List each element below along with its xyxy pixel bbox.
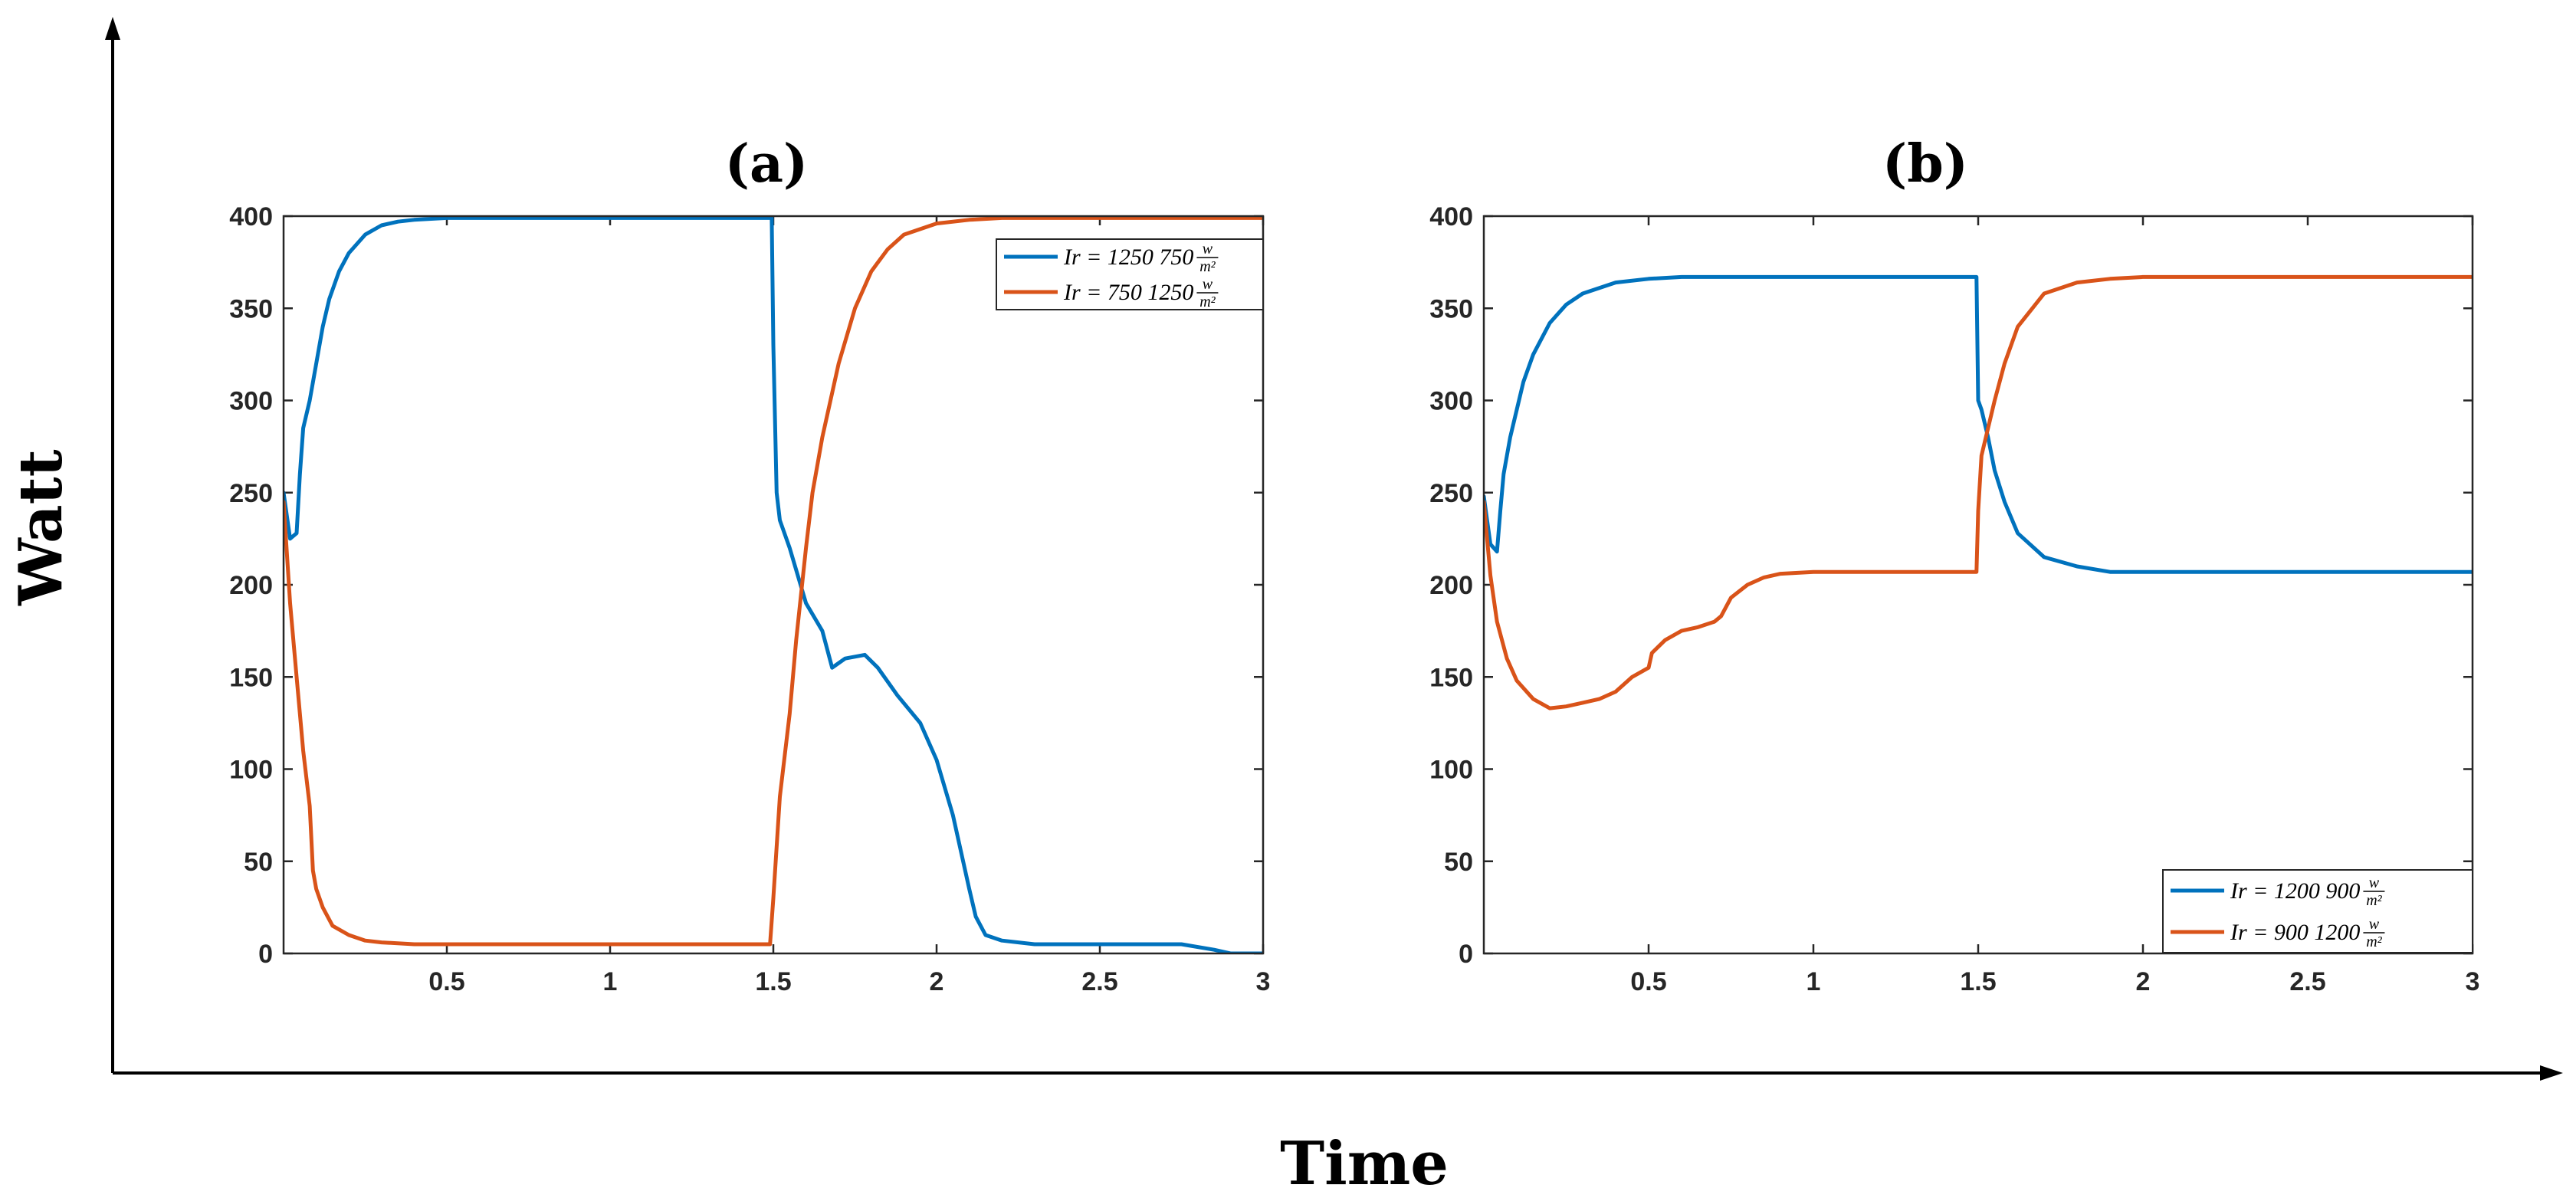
panel-a-axes-box <box>282 215 1265 955</box>
panel-b-ytick-label-3: 150 <box>1429 663 1473 692</box>
figure-ylabel: Watt <box>6 449 76 605</box>
panel-a-ticks: 0 50 100 150 200 250 300 350 400 0.5 1 1.5 2 2.5 3 <box>229 202 1270 996</box>
panel-a-legend-unit-den-1: m² <box>1199 294 1216 310</box>
panel-b-xtick-label-3: 2 <box>2136 967 2151 996</box>
panel-b-axes-box <box>1482 215 2474 955</box>
panel-b-ytick-label-6: 300 <box>1429 387 1473 416</box>
outer-x-arrow <box>113 1065 2563 1081</box>
panel-a-ytick-label-3: 150 <box>229 663 273 692</box>
panel-b-legend-unit-num-0: w <box>2369 874 2380 891</box>
panel-a-series-0-line <box>284 216 1263 953</box>
panel-a-ytick-label-5: 250 <box>229 479 273 508</box>
panel-b-legend-unit-num-1: w <box>2369 916 2380 933</box>
panel-a-ytick-label-7: 350 <box>229 294 273 323</box>
panel-a-legend-label-0: Ir = 1250 750 <box>1063 244 1193 270</box>
panel-b-series <box>1484 274 2473 710</box>
panel-b-ytick-label-2: 100 <box>1429 756 1473 785</box>
panel-b-xtick-label-0: 0.5 <box>1630 967 1666 996</box>
panel-a-legend-box <box>996 238 1264 310</box>
panel-a-series <box>284 216 1263 953</box>
outer-y-arrow <box>105 17 120 1073</box>
panel-b-legend-unit-den-0: m² <box>2366 892 2382 909</box>
panel-b-series-0-line <box>1484 274 2473 574</box>
panel-a-xtick-label-4: 2.5 <box>1081 967 1117 996</box>
panel-b-ytick-label-4: 200 <box>1429 571 1473 600</box>
panel-a-ytick-label-2: 100 <box>229 756 273 785</box>
panel-b-title: (b) <box>1882 133 1968 195</box>
panel-a-ytick-label-1: 50 <box>244 848 273 877</box>
panel-b-ytick-label-5: 250 <box>1429 479 1473 508</box>
panel-b-xtick-label-2: 1.5 <box>1960 967 1996 996</box>
panel-a-xtick-label-0: 0.5 <box>428 967 464 996</box>
panel-b-ytick-label-0: 0 <box>1459 940 1473 969</box>
panel-b-legend-unit-den-1: m² <box>2366 934 2382 950</box>
panel-a-title: (a) <box>725 133 808 195</box>
panel-b-ytick-label-7: 350 <box>1429 294 1473 323</box>
panel-b-xtick-label-1: 1 <box>1806 967 1821 996</box>
panel-a-xtick-label-5: 3 <box>1256 967 1271 996</box>
panel-a-legend-unit-den-0: m² <box>1199 258 1216 275</box>
panel-a-ytick-label-6: 300 <box>229 387 273 416</box>
panel-b-ytick-label-1: 50 <box>1444 848 1473 877</box>
panel-a-ytick-label-8: 400 <box>229 202 273 231</box>
panel-a-legend-unit-num-0: w <box>1203 241 1213 258</box>
panel-b-legend-box <box>2162 869 2473 953</box>
panel-a-xtick-label-1: 1 <box>603 967 618 996</box>
panel-b-ytick-label-8: 400 <box>1429 202 1473 231</box>
panel-b: (b) 0 50 100 150 200 250 300 350 400 0.5 1 1.5 2 2.5 3… <box>1429 133 2479 996</box>
panel-b-xtick-label-4: 2.5 <box>2289 967 2325 996</box>
panel-b-legend-label-1: Ir = 900 1200 <box>2230 920 2360 945</box>
panel-a-ytick-label-4: 200 <box>229 571 273 600</box>
panel-a-legend-unit-num-1: w <box>1203 276 1213 293</box>
figure-xlabel: Time <box>1280 1129 1449 1199</box>
panel-a-series-1-line <box>284 216 1263 947</box>
panel-b-series-1-line <box>1484 274 2473 710</box>
panel-a: (a) 0 50 100 150 200 250 300 350 400 0.5 1 1.5 2 2.5 3… <box>229 133 1270 996</box>
panel-a-xtick-label-2: 1.5 <box>755 967 791 996</box>
panel-b-xtick-label-5: 3 <box>2466 967 2480 996</box>
panel-a-legend-label-1: Ir = 750 1250 <box>1063 280 1193 305</box>
panel-a-xtick-label-3: 2 <box>930 967 944 996</box>
panel-a-ytick-label-0: 0 <box>258 940 273 969</box>
panel-b-ticks: 0 50 100 150 200 250 300 350 400 0.5 1 1.5 2 2.5 3 <box>1429 202 2479 996</box>
panel-b-legend-label-0: Ir = 1200 900 <box>2230 878 2360 904</box>
